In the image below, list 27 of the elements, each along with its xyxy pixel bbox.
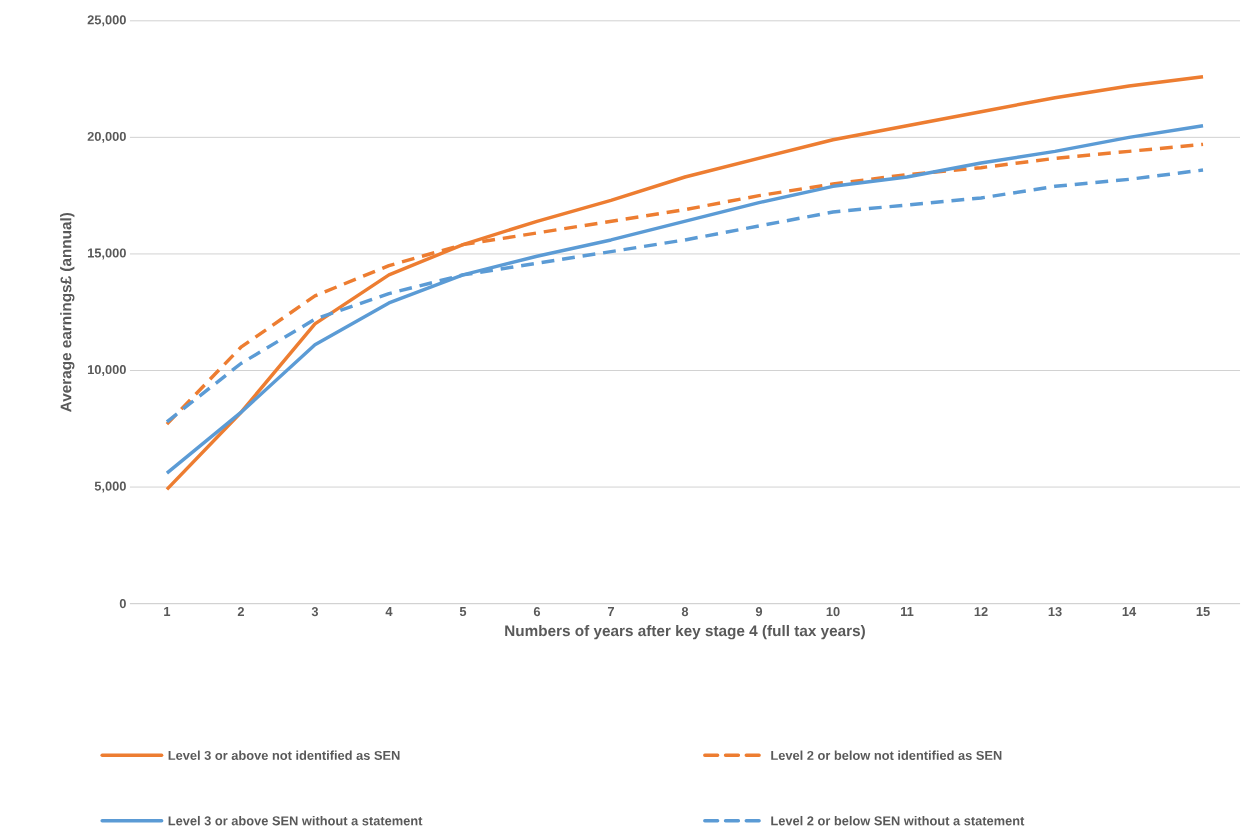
y-tick-label: 5,000 bbox=[94, 481, 126, 493]
x-tick-label: 11 bbox=[901, 607, 914, 617]
x-tick-label: 10 bbox=[826, 607, 840, 617]
x-tick-label: 12 bbox=[974, 607, 988, 617]
y-tick-label: 10,000 bbox=[87, 365, 126, 377]
x-tick-label: 13 bbox=[1048, 607, 1062, 617]
y-axis-title: Average earnings£ (annual) bbox=[60, 213, 75, 413]
x-tick-label: 5 bbox=[459, 607, 467, 617]
x-tick-label: 3 bbox=[311, 607, 319, 617]
x-tick-label: 8 bbox=[681, 607, 689, 617]
legend-label: Level 3 or above not identified as SEN bbox=[168, 750, 400, 761]
x-tick-label: 4 bbox=[385, 607, 393, 617]
y-tick-label: 25,000 bbox=[87, 15, 126, 27]
legend-label: Level 2 or below not identified as SEN bbox=[771, 750, 1002, 761]
y-tick-label: 0 bbox=[119, 599, 126, 609]
legend-label: Level 2 or below SEN without a statement bbox=[771, 816, 1025, 826]
x-tick-label: 9 bbox=[755, 607, 763, 617]
x-tick-label: 7 bbox=[607, 607, 614, 617]
legend-label: Level 3 or above SEN without a statement bbox=[168, 816, 423, 826]
x-tick-label: 6 bbox=[533, 607, 541, 617]
y-tick-label: 20,000 bbox=[87, 132, 126, 144]
x-tick-label: 1 bbox=[164, 607, 171, 617]
x-tick-label: 15 bbox=[1196, 607, 1210, 617]
x-axis-title: Numbers of years after key stage 4 (full tax years) bbox=[505, 625, 865, 640]
x-tick-label: 14 bbox=[1122, 607, 1137, 617]
x-tick-label: 2 bbox=[237, 607, 244, 617]
y-tick-label: 15,000 bbox=[87, 248, 126, 260]
